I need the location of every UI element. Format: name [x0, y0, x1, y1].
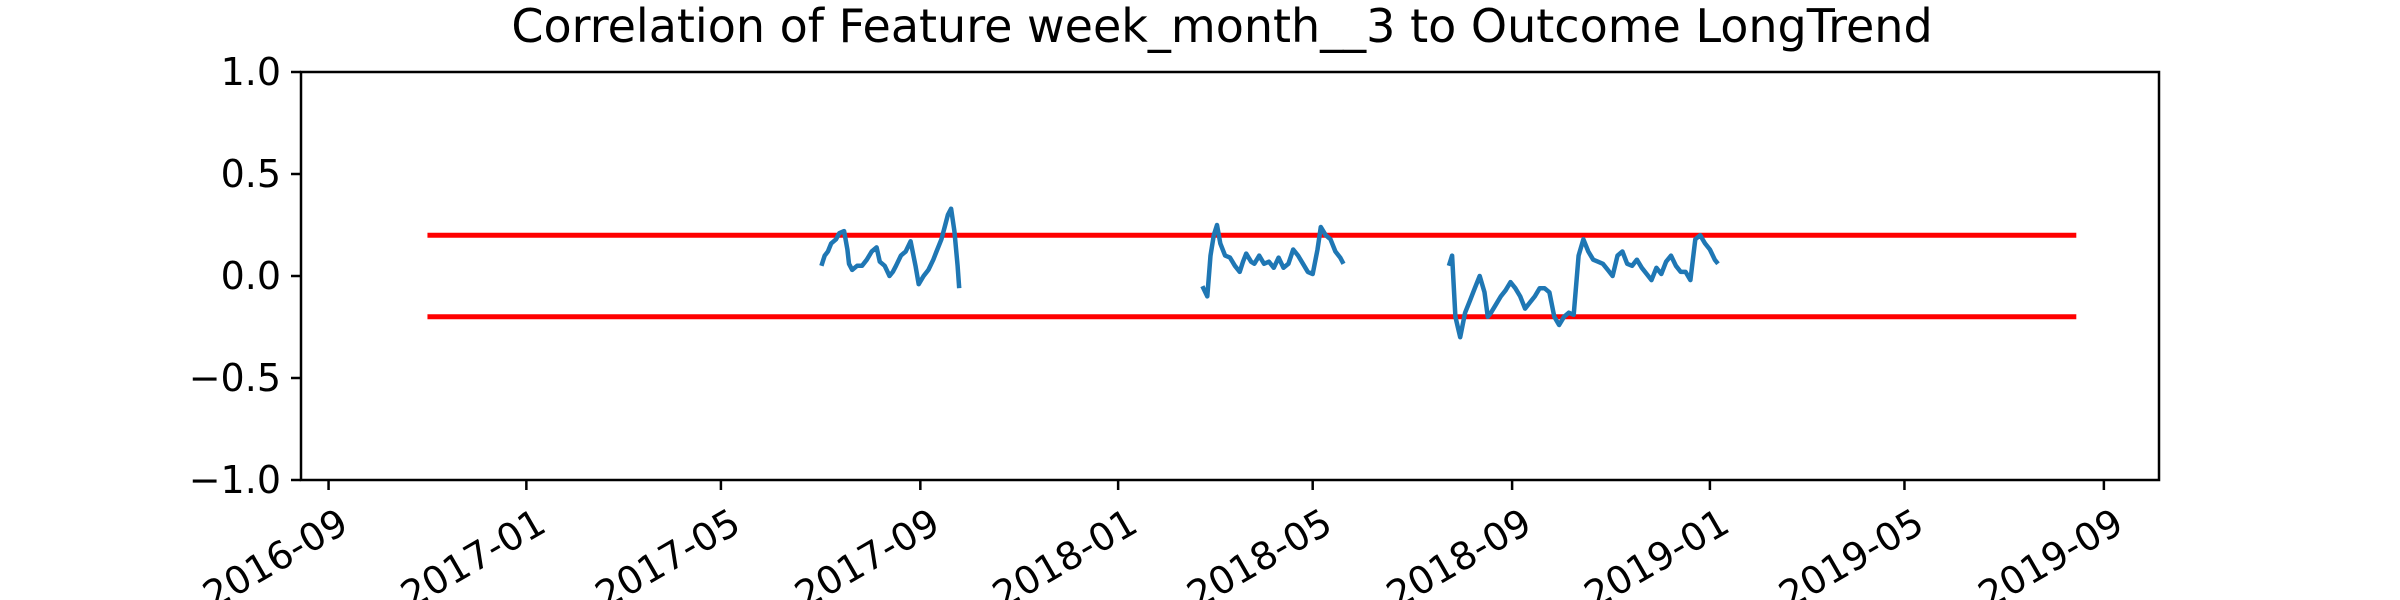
x-tick-label: 2016-09 [196, 500, 356, 600]
x-tick-label: 2017-05 [588, 500, 748, 600]
x-tick-label: 2018-09 [1379, 500, 1539, 600]
x-tick-label: 2018-01 [985, 500, 1145, 600]
x-tick-label: 2018-05 [1180, 500, 1340, 600]
y-tick-label: 0.0 [221, 254, 281, 298]
x-tick-label: 2017-01 [393, 500, 553, 600]
y-tick-label: 1.0 [221, 50, 281, 94]
plot-area-frame [299, 70, 2161, 482]
series-line-segment-1 [819, 206, 962, 289]
x-tick-label: 2019-09 [1971, 500, 2131, 600]
chart-title: Correlation of Feature week_month__3 to … [511, 0, 1932, 53]
series-line-segment-2 [1200, 222, 1346, 299]
series-line-segment-3 [1446, 232, 1720, 340]
x-tick-label: 2019-01 [1577, 500, 1737, 600]
x-tick-label: 2017-09 [787, 500, 947, 600]
x-tick-label: 2019-05 [1771, 500, 1931, 600]
y-tick-label: −0.5 [189, 356, 281, 400]
y-tick-label: −1.0 [189, 458, 281, 502]
y-tick-label: 0.5 [221, 152, 281, 196]
